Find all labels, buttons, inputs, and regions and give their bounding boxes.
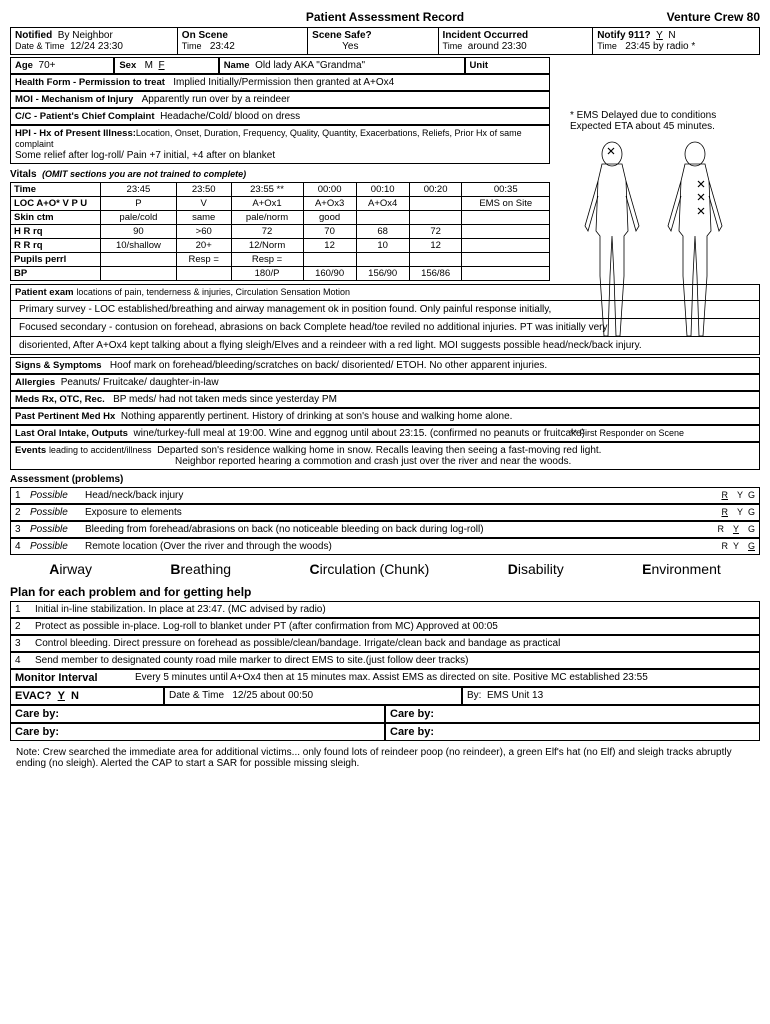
vitals-footnote: ** First Responder on Scene	[570, 428, 750, 438]
vitals-section: Vitals (OMIT sections you are not traine…	[10, 167, 550, 281]
notify911-label: Notify 911?	[597, 30, 650, 41]
onscene-time-label: Time	[182, 41, 202, 51]
patient-info: Age 70+ Sex M F Name Old lady AKA "Grand…	[10, 57, 550, 164]
notified-by: By Neighbor	[58, 30, 113, 41]
notified-dt-label: Date & Time	[15, 41, 65, 51]
incident-time-label: Time	[443, 41, 463, 51]
incident-label: Incident Occurred	[443, 30, 529, 41]
notified-dt: 12/24 23:30	[70, 41, 123, 52]
topbar: Notified By Neighbor Date & Time 12/24 2…	[10, 27, 760, 55]
incident-time: around 23:30	[468, 41, 527, 52]
scenesafe: Yes	[342, 41, 358, 52]
org-name: Venture Crew 80	[667, 10, 760, 24]
notify911-time: 23:45 by radio *	[625, 41, 695, 52]
title-row: Patient Assessment Record Venture Crew 8…	[10, 10, 760, 24]
ems-note2: Expected ETA about 45 minutes.	[570, 121, 715, 132]
vitals-table: Time23:4523:5023:55 **00:0000:1000:2000:…	[10, 182, 550, 281]
scenesafe-label: Scene Safe?	[312, 30, 371, 41]
notify911-yn: Y N	[656, 30, 675, 41]
onscene-label: On Scene	[182, 30, 228, 41]
onscene-time: 23:42	[210, 41, 235, 52]
body-diagram-area: * EMS Delayed due to conditions Expected…	[570, 110, 750, 438]
abcde-row: Airway Breathing Circulation (Chunk) Dis…	[10, 561, 760, 577]
notified-label: Notified	[15, 30, 52, 41]
notify911-time-label: Time	[597, 41, 617, 51]
footnote: Note: Crew searched the immediate area f…	[10, 743, 760, 773]
plan-section: Plan for each problem and for getting he…	[10, 583, 760, 741]
ems-note1: * EMS Delayed due to conditions	[570, 110, 716, 121]
assessment-section: Assessment (problems) 1PossibleHead/neck…	[10, 472, 760, 555]
page-title: Patient Assessment Record	[306, 10, 464, 24]
anatomy-diagram	[570, 136, 740, 376]
